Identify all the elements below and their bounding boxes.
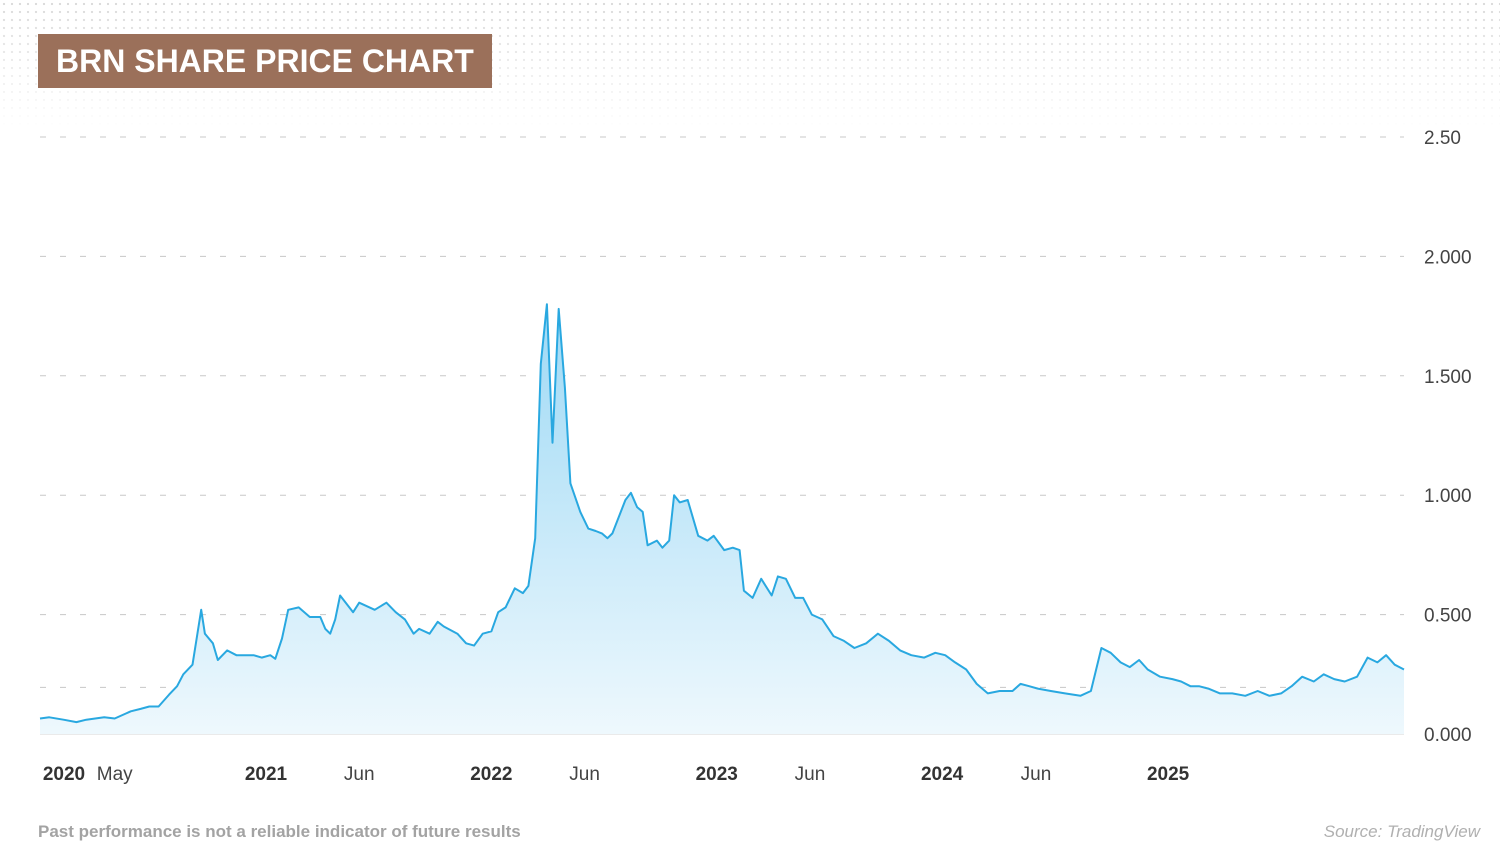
y-tick-label: 2.50: [1424, 128, 1461, 149]
x-tick-label: 2021: [245, 764, 288, 785]
x-tick-label: 2024: [921, 764, 964, 785]
x-tick-label: 2025: [1147, 764, 1190, 785]
y-tick-label: 1.000: [1424, 486, 1472, 507]
x-tick-label: 2022: [470, 764, 512, 785]
chart-title-text: BRN SHARE PRICE CHART: [56, 42, 474, 79]
x-tick-label: Jun: [1021, 764, 1052, 785]
y-tick-label: 0.000: [1424, 725, 1472, 746]
source-text: Source: TradingView: [1323, 822, 1480, 841]
price-area: [40, 304, 1404, 734]
y-tick-label: 0.500: [1424, 606, 1472, 627]
price-line: [39, 303, 1405, 724]
x-axis: 2020 May 2021 Jun 2022 Jun 2023 Jun 2024 Jun 2025: [43, 764, 1190, 785]
chart-title: BRN SHARE PRICE CHART: [38, 34, 492, 88]
y-axis: 2.50 2.000 1.500 1.000 0.500 0.000: [1424, 128, 1472, 746]
disclaimer-text: Past performance is not a reliable indic…: [38, 822, 521, 841]
y-tick-label: 1.500: [1424, 367, 1472, 388]
x-tick-label: Jun: [795, 764, 826, 785]
y-tick-label: 2.000: [1424, 247, 1472, 268]
x-tick-label: Jun: [344, 764, 375, 785]
x-tick-label: 2020: [43, 764, 85, 785]
x-tick-label: May: [97, 764, 133, 785]
x-tick-label: 2023: [696, 764, 738, 785]
x-tick-label: Jun: [569, 764, 600, 785]
